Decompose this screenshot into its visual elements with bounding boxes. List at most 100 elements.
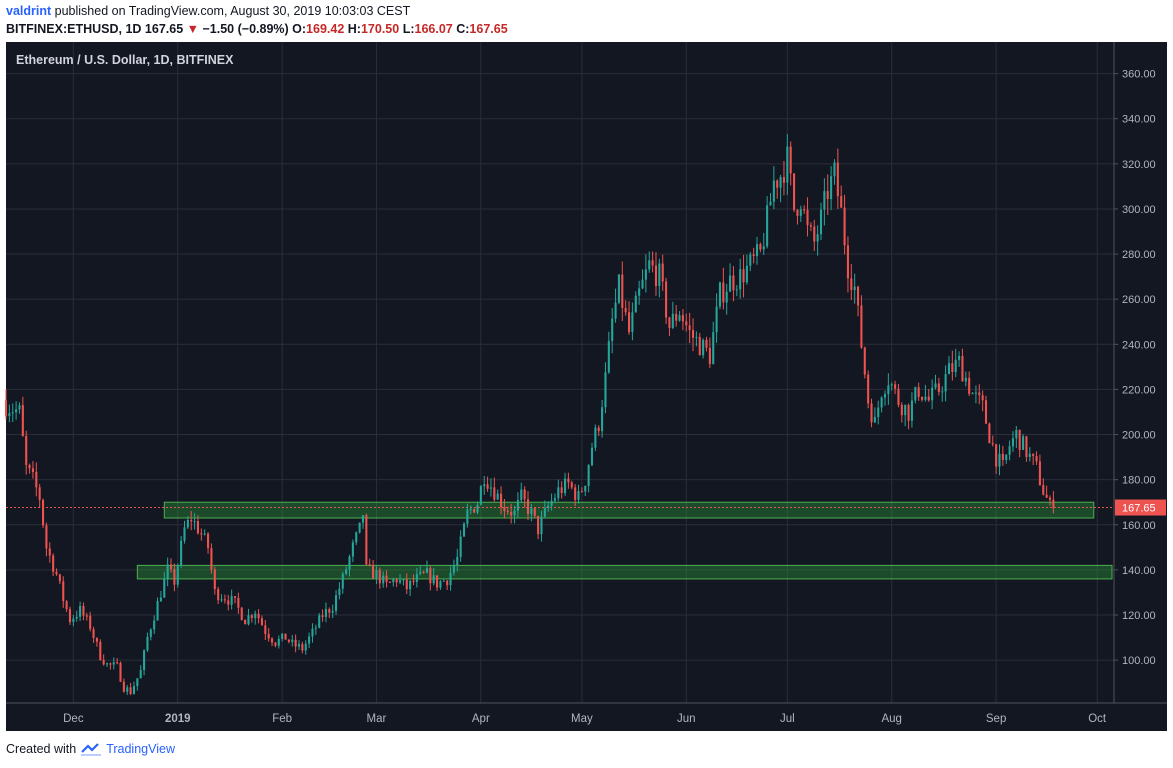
candle-body (752, 254, 755, 257)
price-tag-label: 167.65 (1122, 503, 1156, 515)
candle-body (833, 162, 836, 177)
candle-body (850, 278, 853, 291)
candle-body (887, 385, 890, 395)
candle-body (526, 499, 530, 514)
low-value: 166.07 (414, 22, 453, 36)
candle-body (1048, 497, 1052, 500)
candle-body (708, 347, 711, 365)
candle-body (1032, 453, 1035, 457)
candle-body (590, 447, 594, 466)
candle-body (968, 377, 971, 394)
candle-body (1045, 494, 1048, 498)
candle-body (68, 609, 72, 623)
candle-body (429, 568, 432, 584)
candle-body (614, 302, 617, 319)
candle-body (947, 363, 951, 375)
candle-body (816, 234, 819, 242)
candle-body (691, 329, 695, 338)
time-axis[interactable] (6, 703, 1167, 731)
price-axis[interactable] (1114, 42, 1167, 703)
y-tick-label: 200.00 (1122, 430, 1156, 442)
candle-body (25, 436, 28, 465)
candle-body (358, 522, 361, 533)
candle-body (452, 565, 455, 573)
candle-body (661, 263, 664, 282)
y-tick-label: 220.00 (1122, 384, 1156, 396)
candle-body (247, 615, 250, 625)
candle-body (840, 196, 843, 208)
candle-body (21, 405, 24, 437)
candle-body (436, 575, 439, 588)
high-label: H: (347, 22, 361, 36)
candle-body (564, 478, 567, 494)
candle-body (577, 491, 580, 500)
candle-body (109, 663, 112, 665)
candle-body (402, 579, 405, 581)
candle-body (644, 269, 647, 280)
candle-body (651, 260, 654, 266)
candle-body (769, 201, 772, 206)
y-tick-label: 100.00 (1122, 655, 1156, 667)
tradingview-logo-icon (81, 743, 102, 756)
candle-body (186, 519, 189, 528)
candle-body (843, 207, 846, 246)
publish-info: valdrint published on TradingView.com, A… (6, 4, 410, 18)
candle-body (52, 555, 55, 572)
candle-body (793, 173, 796, 210)
author-link[interactable]: valdrint (6, 4, 52, 18)
candle-body (675, 313, 678, 321)
candle-body (11, 412, 14, 414)
candle-body (894, 384, 897, 389)
candle-body (220, 599, 223, 601)
candle-body (796, 209, 799, 216)
candle-body (594, 427, 597, 448)
candle-body (725, 291, 728, 303)
candle-body (964, 377, 967, 382)
candle-body (500, 493, 503, 508)
candle-body (351, 542, 354, 557)
candles (4, 134, 1055, 696)
candle-body (284, 633, 287, 640)
candle-body (496, 493, 499, 500)
candle-body (321, 615, 324, 617)
publish-text: published on TradingView.com, August 30,… (54, 4, 411, 18)
high-value: 170.50 (360, 22, 400, 36)
down-triangle-icon: ▼ (186, 22, 200, 36)
support-zone (163, 501, 1095, 519)
candle-body (28, 464, 31, 469)
candle-body (523, 489, 526, 500)
candle-body (995, 444, 998, 467)
candle-body (328, 609, 331, 613)
candle-body (870, 403, 873, 423)
y-tick-label: 140.00 (1122, 565, 1156, 577)
candle-body (553, 498, 556, 501)
candle-body (267, 633, 270, 639)
candle-body (116, 662, 119, 664)
candle-body (250, 615, 253, 619)
candle-body (540, 516, 543, 535)
candle-body (819, 209, 823, 235)
candle-body (163, 578, 166, 598)
candle-body (658, 263, 661, 287)
candle-body (846, 245, 849, 279)
candle-body (641, 279, 644, 289)
y-tick-label: 340.00 (1122, 114, 1156, 126)
candle-body (244, 619, 247, 625)
candle-body (308, 636, 311, 644)
candle-body (122, 681, 125, 692)
candle-body (398, 580, 402, 583)
y-tick-label: 280.00 (1122, 249, 1156, 261)
grid-lines (6, 42, 1167, 704)
chart-pane[interactable] (6, 42, 1114, 703)
candle-body (149, 629, 152, 637)
candle-body (877, 407, 880, 417)
tradingview-brand-link[interactable]: TradingView (106, 742, 175, 756)
candle-body (425, 568, 429, 573)
candle-body (890, 384, 893, 386)
candle-body (597, 427, 600, 432)
x-tick-label: Dec (63, 713, 84, 725)
candle-body (560, 487, 563, 494)
candle-body (18, 405, 21, 410)
candle-body (978, 392, 981, 396)
